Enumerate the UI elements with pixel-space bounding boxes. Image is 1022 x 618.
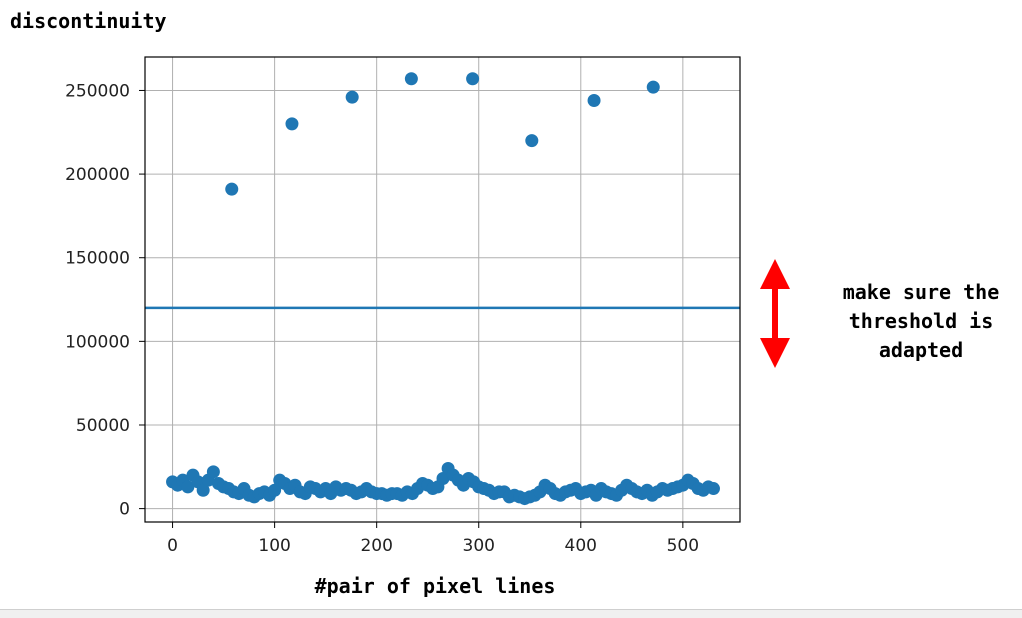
outlier-point <box>225 182 239 196</box>
y-tick-label: 100000 <box>65 332 130 352</box>
y-tick-label: 150000 <box>65 249 130 269</box>
x-tick-label: 300 <box>463 536 495 556</box>
arrow-head-down <box>760 338 790 368</box>
x-tick-label: 200 <box>360 536 392 556</box>
y-tick-label: 200000 <box>65 165 130 185</box>
annotation-line-2: threshold is <box>848 309 994 333</box>
y-axis-label: discontinuity <box>10 9 167 33</box>
window-status-strip <box>0 609 1022 618</box>
x-axis-label: #pair of pixel lines <box>314 574 556 598</box>
data-point <box>181 480 195 494</box>
x-tick-label: 500 <box>667 536 699 556</box>
threshold-annotation: make sure the threshold is adapted <box>820 278 1022 365</box>
annotation-line-1: make sure the <box>842 280 1000 304</box>
y-tick-label: 0 <box>119 500 130 520</box>
outlier-point <box>345 90 359 104</box>
data-point <box>268 483 282 497</box>
outlier-point <box>646 80 660 94</box>
outlier-point <box>285 117 299 131</box>
y-tick-label: 250000 <box>65 81 130 101</box>
outlier-point <box>587 93 601 107</box>
data-point <box>196 483 210 497</box>
data-point <box>206 465 220 479</box>
y-tick-label: 50000 <box>76 416 130 436</box>
data-point <box>436 472 450 486</box>
x-tick-label: 400 <box>565 536 597 556</box>
outlier-point <box>466 72 480 86</box>
outlier-point <box>404 72 418 86</box>
x-tick-label: 100 <box>258 536 290 556</box>
arrow-shaft <box>772 287 778 342</box>
data-point <box>706 482 720 496</box>
arrow-head-up <box>760 259 790 289</box>
outlier-point <box>525 134 539 148</box>
plot-frame <box>144 56 741 523</box>
x-tick-label: 0 <box>167 536 178 556</box>
annotation-line-3: adapted <box>878 338 964 362</box>
